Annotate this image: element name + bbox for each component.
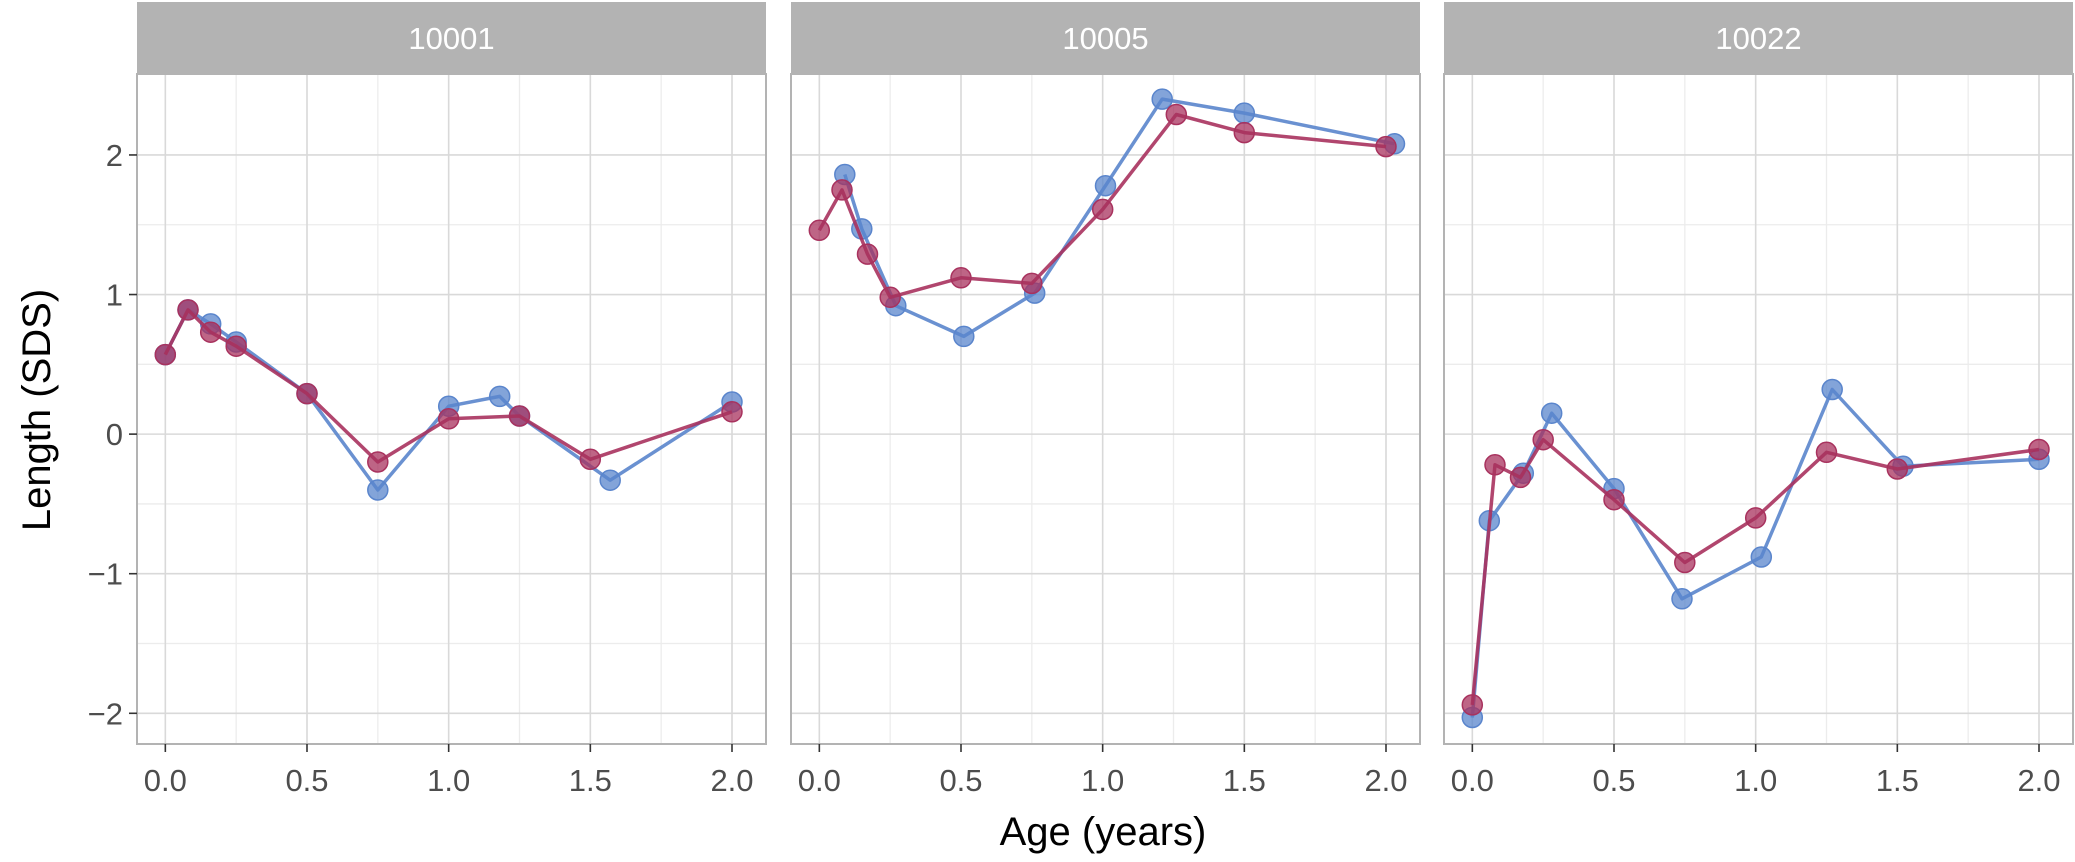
- data-point: [1151, 88, 1173, 110]
- data-point: [1375, 135, 1397, 158]
- data-point: [856, 243, 879, 265]
- series-line: [843, 97, 1395, 339]
- panel-strip: [137, 2, 766, 74]
- series-line: [817, 112, 1387, 300]
- data-point: [1021, 272, 1043, 295]
- x-tick-label: 1.5: [1876, 763, 1919, 798]
- x-tick-label: 0.5: [939, 763, 982, 798]
- data-point: [1461, 694, 1484, 716]
- x-tick-label: 0.0: [1451, 763, 1494, 798]
- data-point: [599, 469, 621, 491]
- data-point: [1750, 546, 1773, 568]
- data-point: [1094, 174, 1117, 197]
- x-tick-label: 1.0: [427, 763, 470, 798]
- data-point: [1233, 121, 1256, 144]
- data-point: [367, 451, 389, 473]
- panel-strip: [791, 2, 1420, 74]
- y-tick-label: 1: [106, 278, 123, 313]
- data-point: [1744, 507, 1767, 529]
- data-point: [1509, 466, 1532, 489]
- panel-2: 10005 0.0 0.5 1.0 1.5 2.0: [790, 2, 1421, 798]
- series-line: [1470, 387, 2040, 718]
- x-tick-label: 1.0: [1734, 763, 1777, 798]
- y-axis-title: Length (SDS): [15, 289, 59, 531]
- data-point: [508, 405, 531, 427]
- data-point: [579, 448, 602, 471]
- data-point: [808, 219, 831, 242]
- x-tick-label: 0.5: [1592, 763, 1635, 798]
- series-2: [808, 103, 1397, 309]
- series-line: [163, 308, 733, 464]
- data-point: [721, 401, 743, 423]
- x-tick-label: 0.0: [798, 763, 841, 798]
- data-point: [1540, 402, 1563, 424]
- data-point: [296, 382, 318, 405]
- data-point: [831, 179, 853, 201]
- y-tick-label: 2: [106, 138, 123, 173]
- data-point: [225, 335, 247, 357]
- data-point: [437, 408, 460, 430]
- panel-border: [790, 73, 1421, 745]
- data-point: [1603, 488, 1625, 511]
- x-tick-label: 0.5: [285, 763, 328, 798]
- data-point: [1821, 378, 1843, 401]
- data-point: [879, 286, 901, 309]
- data-point: [154, 343, 177, 366]
- series-1: [834, 88, 1406, 348]
- data-point: [1091, 198, 1114, 221]
- y-tick-label: 0: [106, 417, 123, 452]
- panel-border: [136, 73, 767, 745]
- data-point: [1815, 441, 1838, 464]
- panel-3: 10022 0.0 0.5 1.0 1.5 2.0: [1443, 2, 2074, 798]
- panels: 10001 0.0 0.5 1.0 1.5 2.0 −2 −1 0 1 2 10005 0.0 0.5 1.…: [88, 2, 2074, 798]
- data-point: [177, 299, 199, 321]
- y-tick-label: −1: [88, 557, 123, 592]
- series-line: [1470, 437, 2040, 706]
- x-tick-label: 1.5: [569, 763, 612, 798]
- x-tick-label: 2.0: [710, 763, 753, 798]
- data-point: [367, 479, 389, 501]
- x-tick-label: 0.0: [144, 763, 187, 798]
- data-point: [953, 325, 975, 348]
- data-point: [1484, 454, 1506, 476]
- x-tick-label: 1.0: [1081, 763, 1124, 798]
- x-tick-label: 1.5: [1223, 763, 1266, 798]
- panel-1: 10001 0.0 0.5 1.0 1.5 2.0 −2 −1 0 1 2: [88, 2, 767, 798]
- series-2: [1461, 428, 2050, 716]
- data-point: [1674, 551, 1696, 574]
- x-tick-label: 2.0: [2017, 763, 2060, 798]
- series-2: [154, 299, 743, 473]
- panel-border: [1443, 73, 2074, 745]
- data-point: [950, 267, 972, 289]
- data-point: [2028, 438, 2050, 461]
- data-point: [1886, 458, 1909, 480]
- data-point: [1165, 103, 1188, 126]
- y-tick-label: −2: [88, 696, 123, 731]
- data-point: [1671, 588, 1693, 610]
- data-point: [488, 385, 511, 408]
- x-axis-title: Age (years): [1000, 810, 1207, 854]
- panel-strip: [1444, 2, 2073, 74]
- data-point: [1532, 428, 1554, 451]
- x-tick-label: 2.0: [1364, 763, 1407, 798]
- panel-title: 10001: [408, 21, 494, 56]
- data-point: [1233, 102, 1256, 124]
- panel-title: 10022: [1715, 21, 1801, 56]
- data-point: [199, 321, 222, 343]
- panel-title: 10005: [1062, 21, 1148, 56]
